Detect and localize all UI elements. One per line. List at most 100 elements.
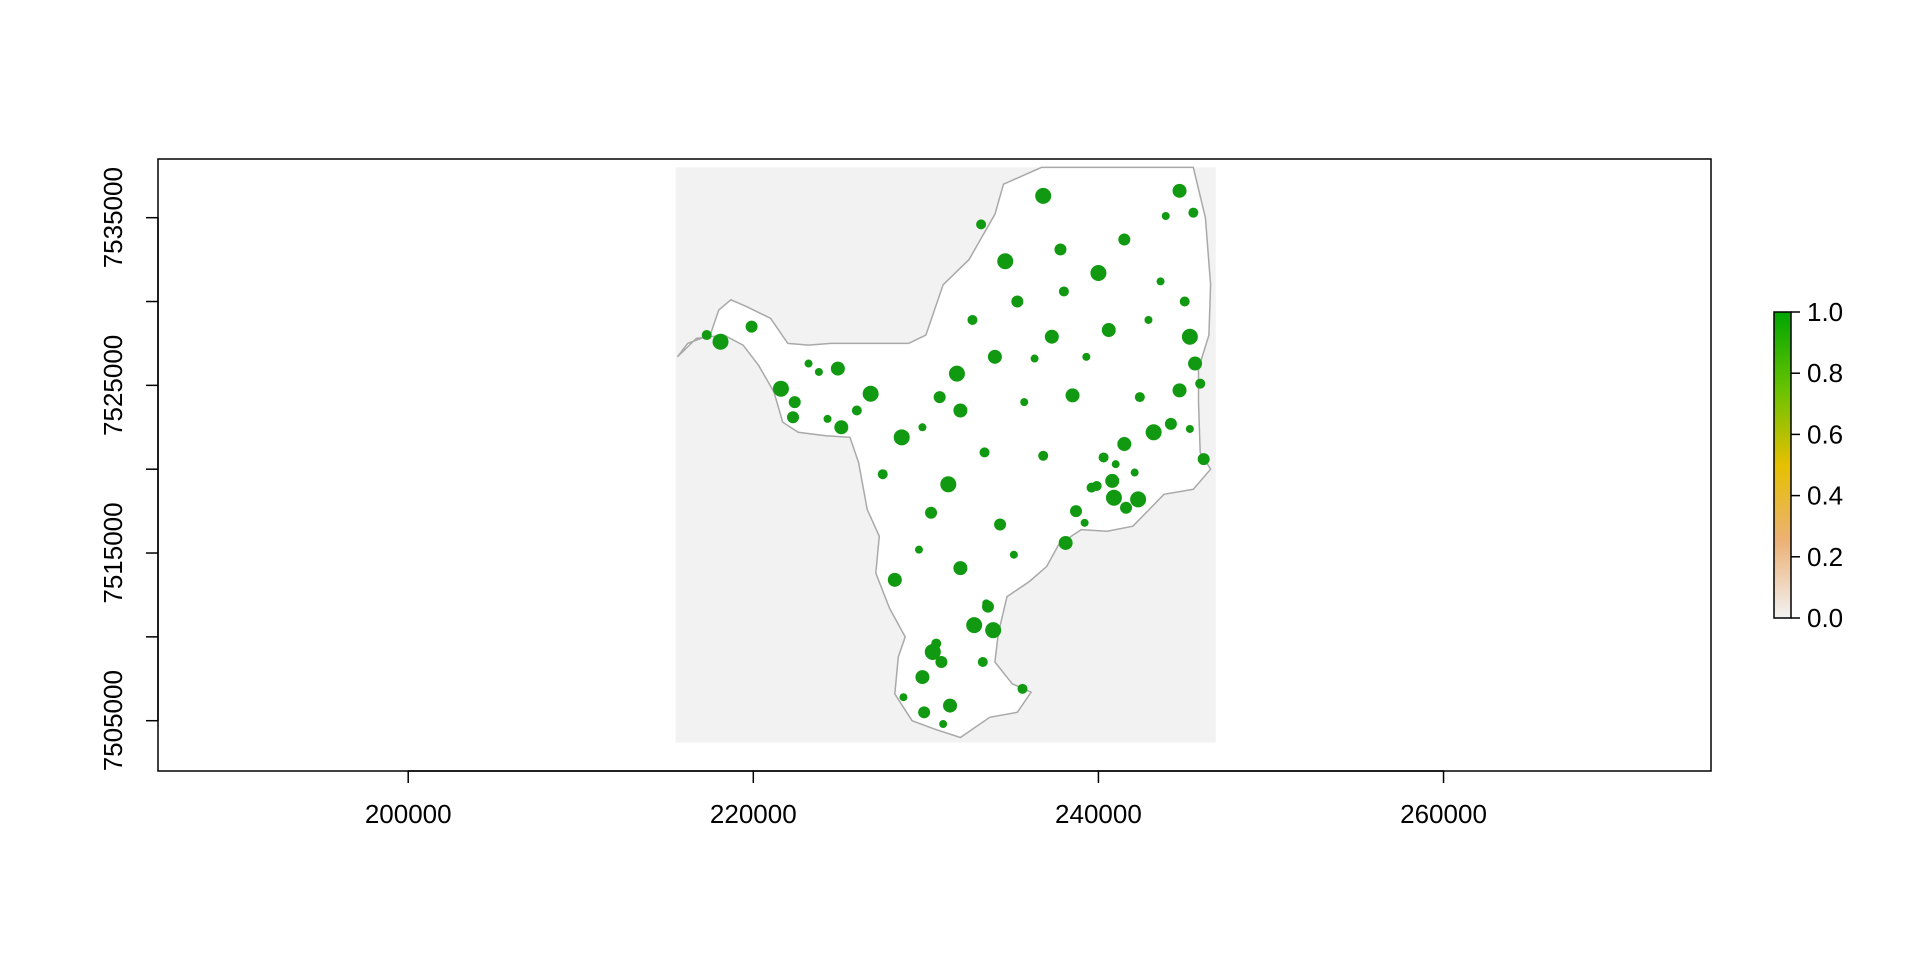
presence-cell (787, 411, 800, 424)
presence-cell (772, 380, 789, 397)
presence-cell (701, 330, 712, 341)
presence-cell (953, 403, 968, 418)
x-axis: 200000 220000 240000 260000 (365, 770, 1487, 829)
study-area-boundary (676, 166, 1212, 739)
presence-cell (976, 219, 987, 230)
presence-cells (701, 183, 1210, 729)
legend-tick-label: 0.6 (1807, 419, 1843, 449)
presence-cell (851, 405, 862, 416)
presence-cell (1058, 286, 1069, 297)
presence-cell (1195, 378, 1206, 389)
presence-cell (943, 698, 958, 713)
presence-cell (1101, 323, 1116, 338)
presence-cell (1134, 392, 1145, 403)
presence-cell (1020, 398, 1029, 407)
presence-cell (948, 365, 965, 382)
presence-cell (1172, 183, 1187, 198)
presence-cluster (924, 561, 1028, 694)
y-tick-label: 7525000 (98, 335, 128, 436)
presence-cell (1197, 453, 1210, 466)
presence-cell (788, 396, 801, 409)
presence-cell (1105, 473, 1120, 488)
presence-cell (940, 476, 957, 493)
presence-cluster (1038, 277, 1177, 461)
presence-cell (1038, 450, 1049, 461)
presence-cell (1185, 424, 1194, 433)
presence-cell (1030, 354, 1039, 363)
presence-cell (887, 572, 902, 587)
color-legend: 0.0 0.2 0.4 0.6 0.8 1.0 (1773, 297, 1843, 633)
x-tick-label: 240000 (1055, 799, 1142, 829)
presence-cell (1111, 460, 1120, 469)
presence-cell (1156, 277, 1165, 286)
presence-cell (1145, 424, 1162, 441)
presence-cell (834, 420, 849, 435)
presence-cell (1164, 417, 1177, 430)
presence-cell (924, 643, 941, 660)
presence-cell (804, 359, 813, 368)
presence-cell (893, 429, 910, 446)
y-tick-label: 7535000 (98, 167, 128, 268)
presence-cell (985, 622, 1002, 639)
presence-cell (1035, 187, 1052, 204)
x-tick-label: 200000 (365, 799, 452, 829)
presence-cell (1054, 243, 1067, 256)
presence-cell (1105, 489, 1122, 506)
presence-cell (899, 693, 908, 702)
presence-cell (1017, 683, 1028, 694)
y-tick-label: 7515000 (98, 502, 128, 603)
presence-cell (925, 506, 938, 519)
presence-cell (1058, 535, 1073, 550)
legend-color-bar (1773, 311, 1792, 619)
presence-cell (982, 599, 991, 608)
presence-cluster (701, 320, 849, 435)
presence-cell (979, 447, 990, 458)
y-axis: 7505000 7515000 7525000 7535000 (98, 167, 159, 771)
axes-layer: 200000 220000 240000 260000 750500075150007… (98, 158, 1712, 829)
legend-tick-label: 0.4 (1807, 481, 1843, 511)
presence-cell (987, 349, 1002, 364)
presence-cell (914, 545, 923, 554)
presence-cell (1188, 356, 1203, 371)
presence-cell (1181, 328, 1198, 345)
presence-cluster (1058, 482, 1097, 550)
presence-cell (918, 423, 927, 432)
presence-cell (1188, 207, 1199, 218)
presence-cluster (918, 314, 1018, 559)
presence-cell (933, 391, 946, 404)
presence-cell (1117, 437, 1132, 452)
presence-cell (1120, 501, 1133, 514)
presence-cell (1090, 265, 1107, 282)
presence-cell (977, 657, 988, 668)
presence-cell (1082, 352, 1091, 361)
legend-tick-label: 0.0 (1807, 603, 1843, 633)
presence-cell (1130, 491, 1147, 508)
presence-cell (712, 333, 729, 350)
presence-cluster (772, 359, 879, 424)
presence-cell (814, 367, 823, 376)
presence-cell (1044, 329, 1059, 344)
presence-cell (1130, 468, 1139, 477)
presence-cell (1009, 550, 1018, 559)
presence-cell (967, 314, 978, 325)
presence-cell (953, 561, 968, 576)
presence-cell (1086, 482, 1097, 493)
presence-cell (994, 518, 1007, 531)
legend-tick-label: 0.8 (1807, 358, 1843, 388)
presence-cell (1179, 296, 1190, 307)
presence-cell (939, 720, 948, 729)
presence-cell (915, 670, 930, 685)
presence-cell (877, 469, 888, 480)
presence-cell (1172, 383, 1187, 398)
presence-cell (966, 617, 983, 634)
presence-cluster (976, 187, 1069, 407)
presence-cell (1161, 212, 1170, 221)
presence-cell (1118, 233, 1131, 246)
presence-cluster (1090, 183, 1199, 324)
presence-cluster (1172, 296, 1210, 466)
presence-cell (1144, 315, 1153, 324)
x-tick-label: 220000 (710, 799, 797, 829)
presence-cluster (877, 403, 990, 587)
